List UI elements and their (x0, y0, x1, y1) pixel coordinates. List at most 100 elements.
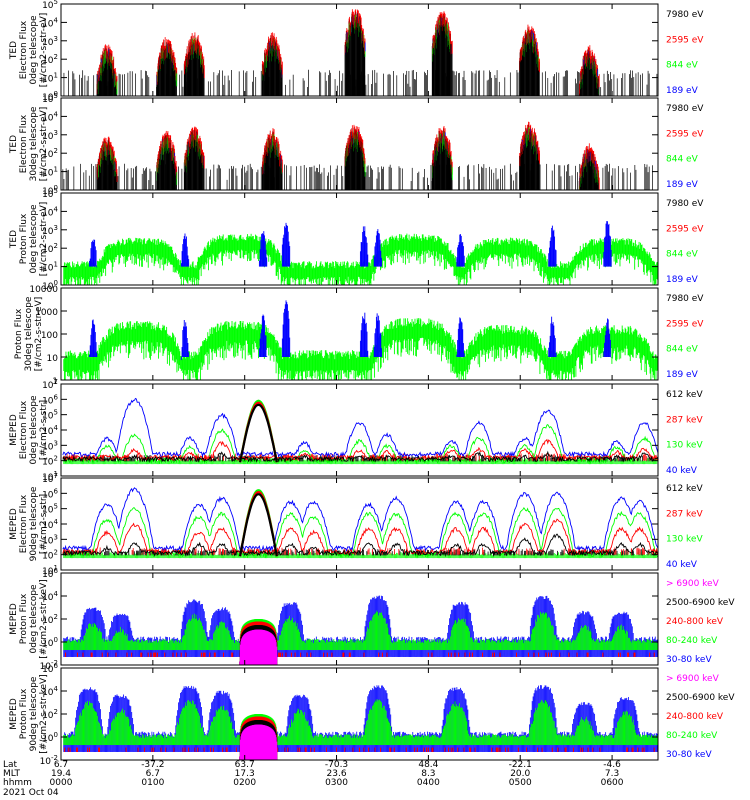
y-tick-base: 10 (42, 1, 54, 11)
y-axis-label-line: 0deg telescope (29, 15, 39, 85)
y-tick-exponent: 3 (54, 129, 58, 137)
y-tick-label: 100 (42, 279, 58, 292)
y-tick-base: 10 (42, 169, 54, 179)
legend-entry: 844 eV (666, 61, 699, 71)
panel-5-data (62, 397, 658, 465)
y-tick-label: 10 (47, 354, 59, 364)
y-tick-label: 100 (42, 184, 58, 197)
y-tick-exponent: 3 (54, 224, 58, 232)
y-tick-exponent: 5 (54, 0, 58, 6)
y-tick-label: 104 (42, 110, 58, 123)
y-axis-label-line: [#/cm2-s-str-eV] (34, 297, 44, 372)
y-tick-label: 103 (42, 224, 58, 237)
y-axis-label-line: [#/cm2-s-str-eV] (39, 13, 49, 88)
panel-1-frame (60, 3, 659, 97)
y-tick-exponent: 4 (54, 110, 59, 118)
y-axis-label-line: 30deg telescope (29, 106, 39, 181)
y-tick-exponent: 0 (54, 90, 58, 98)
y-axis-label-line: Proton Flux (14, 308, 24, 359)
y-tick-base: 10 (42, 227, 54, 237)
y-tick-label: 102 (42, 242, 58, 255)
y-tick-exponent: 4 (54, 16, 59, 24)
y-tick-base: 10 (42, 208, 54, 218)
legend-entry: 189 eV (666, 180, 699, 190)
y-tick-label: 103 (42, 35, 58, 48)
y-tick-base: 10 (42, 264, 54, 274)
y-tick-base: 10 (42, 56, 54, 66)
y-tick-label: 100 (42, 90, 58, 103)
legend-entry: 189 eV (666, 275, 699, 285)
y-tick-label: 105 (42, 92, 58, 105)
y-tick-exponent: 2 (54, 242, 58, 250)
y-tick-exponent: 0 (54, 279, 58, 287)
y-axis-label-line: TED (9, 135, 19, 154)
legend-entry: 2595 eV (666, 224, 704, 234)
y-tick-label: 103 (42, 129, 58, 142)
y-tick-exponent: 2 (54, 53, 58, 61)
y-tick-base: 10 (42, 187, 54, 197)
panel-2-frame (60, 97, 659, 191)
y-tick-label: 104 (42, 205, 58, 218)
y-tick-exponent: 0 (54, 184, 58, 192)
y-tick-label: 105 (42, 0, 58, 11)
y-axis-label-line: Electron Flux (19, 20, 29, 79)
y-tick-exponent: 4 (54, 205, 59, 213)
y-tick-label: 105 (42, 187, 58, 200)
y-axis-label: Proton Flux30deg telescope[#/cm2-s-str-e… (14, 296, 44, 371)
y-tick-exponent: 5 (54, 187, 58, 195)
y-tick-label: 100 (41, 331, 58, 341)
legend-entry: 2595 eV (666, 129, 704, 139)
y-axis-label-line: [#/cm2-s-str-eV] (39, 107, 49, 182)
panel-4-data (63, 300, 658, 380)
y-tick-label: 101 (42, 261, 58, 274)
y-tick-base: 10 (42, 93, 54, 103)
y-tick-label: 101 (42, 166, 58, 179)
panel-3-data (63, 221, 658, 285)
y-tick-base: 10 (42, 150, 54, 160)
y-tick-base: 10 (42, 132, 54, 142)
y-tick-base: 10 (42, 38, 54, 48)
y-tick-base: 10 (42, 113, 54, 123)
y-tick-label: 10000 (29, 285, 58, 295)
y-tick-exponent: 1 (54, 261, 58, 269)
y-tick-exponent: 5 (54, 92, 58, 100)
y-tick-label: 102 (42, 53, 58, 66)
legend-entry: 2595 eV (666, 35, 704, 45)
legend-entry: 844 eV (666, 155, 699, 165)
y-axis-label-line: [#/cm2-s-str-eV] (39, 202, 49, 277)
y-tick-label: 101 (42, 72, 58, 85)
y-axis-label-line: Electron Flux (19, 114, 29, 173)
y-axis-label: TEDElectron Flux0deg telescope[#/cm2-s-s… (9, 13, 49, 88)
y-axis-label-line: TED (9, 41, 19, 60)
legend-entry: 7980 eV (666, 10, 704, 20)
legend-entry: 189 eV (666, 370, 699, 380)
y-tick-label: 102 (42, 147, 58, 160)
y-tick-exponent: 2 (54, 147, 58, 155)
y-axis-label-line: 30deg telescope (24, 296, 34, 371)
y-axis-label-line: Proton Flux (19, 213, 29, 264)
legend-entry: 7980 eV (666, 104, 704, 114)
y-axis-label-line: TED (9, 230, 19, 249)
y-tick-exponent: 1 (54, 166, 58, 174)
y-tick-label: 1000 (35, 308, 58, 318)
legend-entry: 844 eV (666, 345, 699, 355)
y-tick-base: 10 (42, 190, 54, 200)
y-tick-base: 10 (42, 282, 54, 292)
y-tick-label: 1 (52, 377, 58, 387)
legend-entry: 2595 eV (666, 319, 704, 329)
legend-entry: 7980 eV (666, 294, 704, 304)
y-axis-label: TEDElectron Flux30deg telescope[#/cm2-s-… (9, 106, 49, 181)
y-tick-base: 10 (42, 75, 54, 85)
panel-3-frame (60, 192, 659, 286)
y-tick-label: 104 (42, 16, 58, 29)
legend-entry: 844 eV (666, 250, 699, 260)
y-axis-label: TEDProton Flux0deg telescope[#/cm2-s-str… (9, 202, 49, 277)
y-tick-base: 10 (42, 245, 54, 255)
panel-2-data (62, 121, 653, 190)
